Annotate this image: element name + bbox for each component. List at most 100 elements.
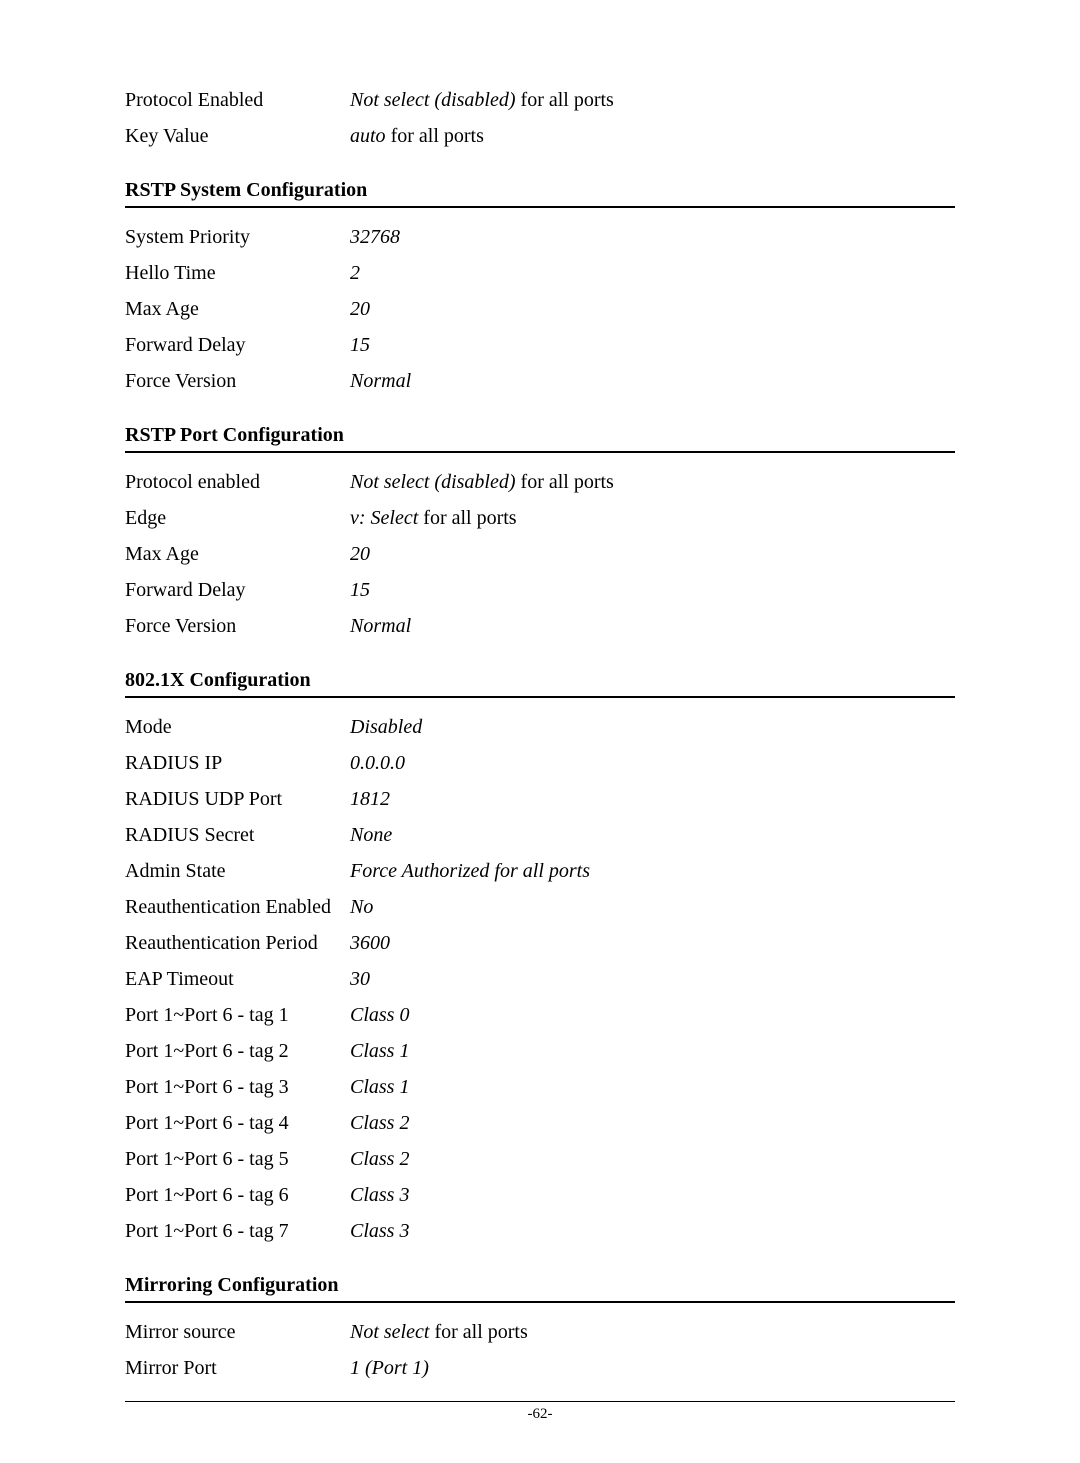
row-value: Class 3 [350,1216,955,1246]
section-header: RSTP Port Configuration [125,424,955,453]
row-label: Forward Delay [125,330,350,360]
row-value-italic: 1 (Port 1) [350,1357,429,1379]
row-value: 1 (Port 1) [350,1353,955,1383]
config-row: Port 1~Port 6 - tag 6Class 3 [125,1180,955,1210]
row-value-italic: Force Authorized for all ports [350,860,590,882]
row-value-rest: for all ports [386,125,484,147]
row-label: Mirror source [125,1317,350,1347]
row-value-italic: 15 [350,334,370,356]
row-label: Protocol enabled [125,467,350,497]
top-rows: Protocol EnabledNot select (disabled) fo… [125,85,955,151]
row-value: 20 [350,539,955,569]
row-value: Not select for all ports [350,1317,955,1347]
row-value-italic: Class 3 [350,1220,409,1242]
config-row: Reauthentication Period3600 [125,928,955,958]
section-body: Protocol enabledNot select (disabled) fo… [125,467,955,641]
row-label: Edge [125,503,350,533]
config-row: Admin StateForce Authorized for all port… [125,856,955,886]
row-value-rest: for all ports [516,89,614,111]
row-label: RADIUS IP [125,748,350,778]
row-value-rest: for all ports [429,1321,527,1343]
document-page: Protocol EnabledNot select (disabled) fo… [0,0,1080,1463]
row-value-italic: Class 1 [350,1076,409,1098]
row-value: No [350,892,955,922]
config-row: Port 1~Port 6 - tag 1Class 0 [125,1000,955,1030]
config-row: Port 1~Port 6 - tag 4Class 2 [125,1108,955,1138]
config-row: Protocol enabledNot select (disabled) fo… [125,467,955,497]
row-label: EAP Timeout [125,964,350,994]
config-row: Key Valueauto for all ports [125,121,955,151]
row-value: Class 1 [350,1036,955,1066]
row-label: Force Version [125,366,350,396]
config-row: Port 1~Port 6 - tag 3Class 1 [125,1072,955,1102]
config-row: RADIUS UDP Port1812 [125,784,955,814]
config-row: Protocol EnabledNot select (disabled) fo… [125,85,955,115]
page-number: -62- [125,1406,955,1423]
row-label: RADIUS UDP Port [125,784,350,814]
row-label: System Priority [125,222,350,252]
config-row: Max Age20 [125,539,955,569]
config-row: System Priority32768 [125,222,955,252]
config-row: Mirror Port1 (Port 1) [125,1353,955,1383]
bottom-rule [125,1401,955,1402]
row-label: Hello Time [125,258,350,288]
row-value: 3600 [350,928,955,958]
config-row: Forward Delay15 [125,330,955,360]
row-value-italic: 2 [350,262,360,284]
row-value-italic: Class 0 [350,1004,409,1026]
row-label: Key Value [125,121,350,151]
row-value: 20 [350,294,955,324]
row-value-rest: for all ports [418,507,516,529]
row-label: Admin State [125,856,350,886]
row-value-italic: Disabled [350,716,422,738]
row-label: Port 1~Port 6 - tag 7 [125,1216,350,1246]
row-label: Mode [125,712,350,742]
row-label: Reauthentication Enabled [125,892,350,922]
row-value-italic: Normal [350,615,411,637]
config-row: Max Age20 [125,294,955,324]
row-value-italic: 32768 [350,226,400,248]
config-row: Mirror sourceNot select for all ports [125,1317,955,1347]
section-header: RSTP System Configuration [125,179,955,208]
row-value: Force Authorized for all ports [350,856,955,886]
row-value: Disabled [350,712,955,742]
config-row: RADIUS SecretNone [125,820,955,850]
row-value-rest: for all ports [516,471,614,493]
row-value: 32768 [350,222,955,252]
row-value-italic: Normal [350,370,411,392]
row-label: Port 1~Port 6 - tag 3 [125,1072,350,1102]
row-value: auto for all ports [350,121,955,151]
config-row: Force VersionNormal [125,366,955,396]
config-row: ModeDisabled [125,712,955,742]
row-label: Forward Delay [125,575,350,605]
row-value: v: Select for all ports [350,503,955,533]
row-value: Class 2 [350,1108,955,1138]
row-value-italic: 15 [350,579,370,601]
row-value: Not select (disabled) for all ports [350,85,955,115]
row-label: Mirror Port [125,1353,350,1383]
row-value: 15 [350,575,955,605]
row-value: Class 2 [350,1144,955,1174]
row-label: Port 1~Port 6 - tag 4 [125,1108,350,1138]
section-header: Mirroring Configuration [125,1274,955,1303]
row-label: Port 1~Port 6 - tag 5 [125,1144,350,1174]
row-value: Normal [350,611,955,641]
row-value: 15 [350,330,955,360]
row-value-italic: Class 3 [350,1184,409,1206]
row-value-italic: 20 [350,298,370,320]
row-value-italic: None [350,824,392,846]
row-label: Port 1~Port 6 - tag 2 [125,1036,350,1066]
config-row: EAP Timeout30 [125,964,955,994]
row-label: Protocol Enabled [125,85,350,115]
row-value-italic: Class 2 [350,1112,409,1134]
section-header: 802.1X Configuration [125,669,955,698]
row-label: Port 1~Port 6 - tag 1 [125,1000,350,1030]
row-label: Reauthentication Period [125,928,350,958]
row-value: None [350,820,955,850]
config-row: RADIUS IP0.0.0.0 [125,748,955,778]
config-row: Port 1~Port 6 - tag 7Class 3 [125,1216,955,1246]
row-label: Port 1~Port 6 - tag 6 [125,1180,350,1210]
row-label: RADIUS Secret [125,820,350,850]
row-value-italic: Not select (disabled) [350,89,516,111]
row-value-italic: 30 [350,968,370,990]
